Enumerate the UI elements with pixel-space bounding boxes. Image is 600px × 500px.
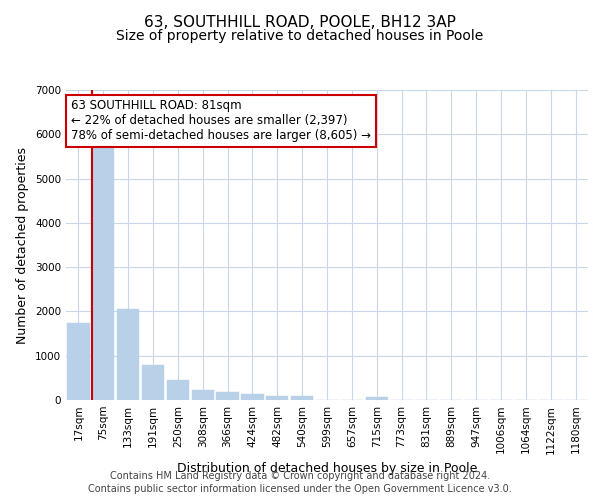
Bar bbox=[365, 397, 388, 400]
Text: Contains HM Land Registry data © Crown copyright and database right 2024.: Contains HM Land Registry data © Crown c… bbox=[110, 471, 490, 481]
Bar bbox=[217, 392, 239, 400]
Bar bbox=[167, 380, 189, 400]
Bar bbox=[67, 322, 89, 400]
Bar bbox=[191, 390, 214, 400]
Text: 63, SOUTHHILL ROAD, POOLE, BH12 3AP: 63, SOUTHHILL ROAD, POOLE, BH12 3AP bbox=[144, 15, 456, 30]
Bar bbox=[266, 396, 289, 400]
X-axis label: Distribution of detached houses by size in Poole: Distribution of detached houses by size … bbox=[177, 462, 477, 475]
Bar bbox=[142, 364, 164, 400]
Bar bbox=[117, 309, 139, 400]
Text: 63 SOUTHHILL ROAD: 81sqm
← 22% of detached houses are smaller (2,397)
78% of sem: 63 SOUTHHILL ROAD: 81sqm ← 22% of detach… bbox=[71, 100, 371, 142]
Bar bbox=[291, 396, 313, 400]
Text: Contains public sector information licensed under the Open Government Licence v3: Contains public sector information licen… bbox=[88, 484, 512, 494]
Bar bbox=[92, 138, 115, 400]
Bar bbox=[241, 394, 263, 400]
Y-axis label: Number of detached properties: Number of detached properties bbox=[16, 146, 29, 344]
Text: Size of property relative to detached houses in Poole: Size of property relative to detached ho… bbox=[116, 29, 484, 43]
